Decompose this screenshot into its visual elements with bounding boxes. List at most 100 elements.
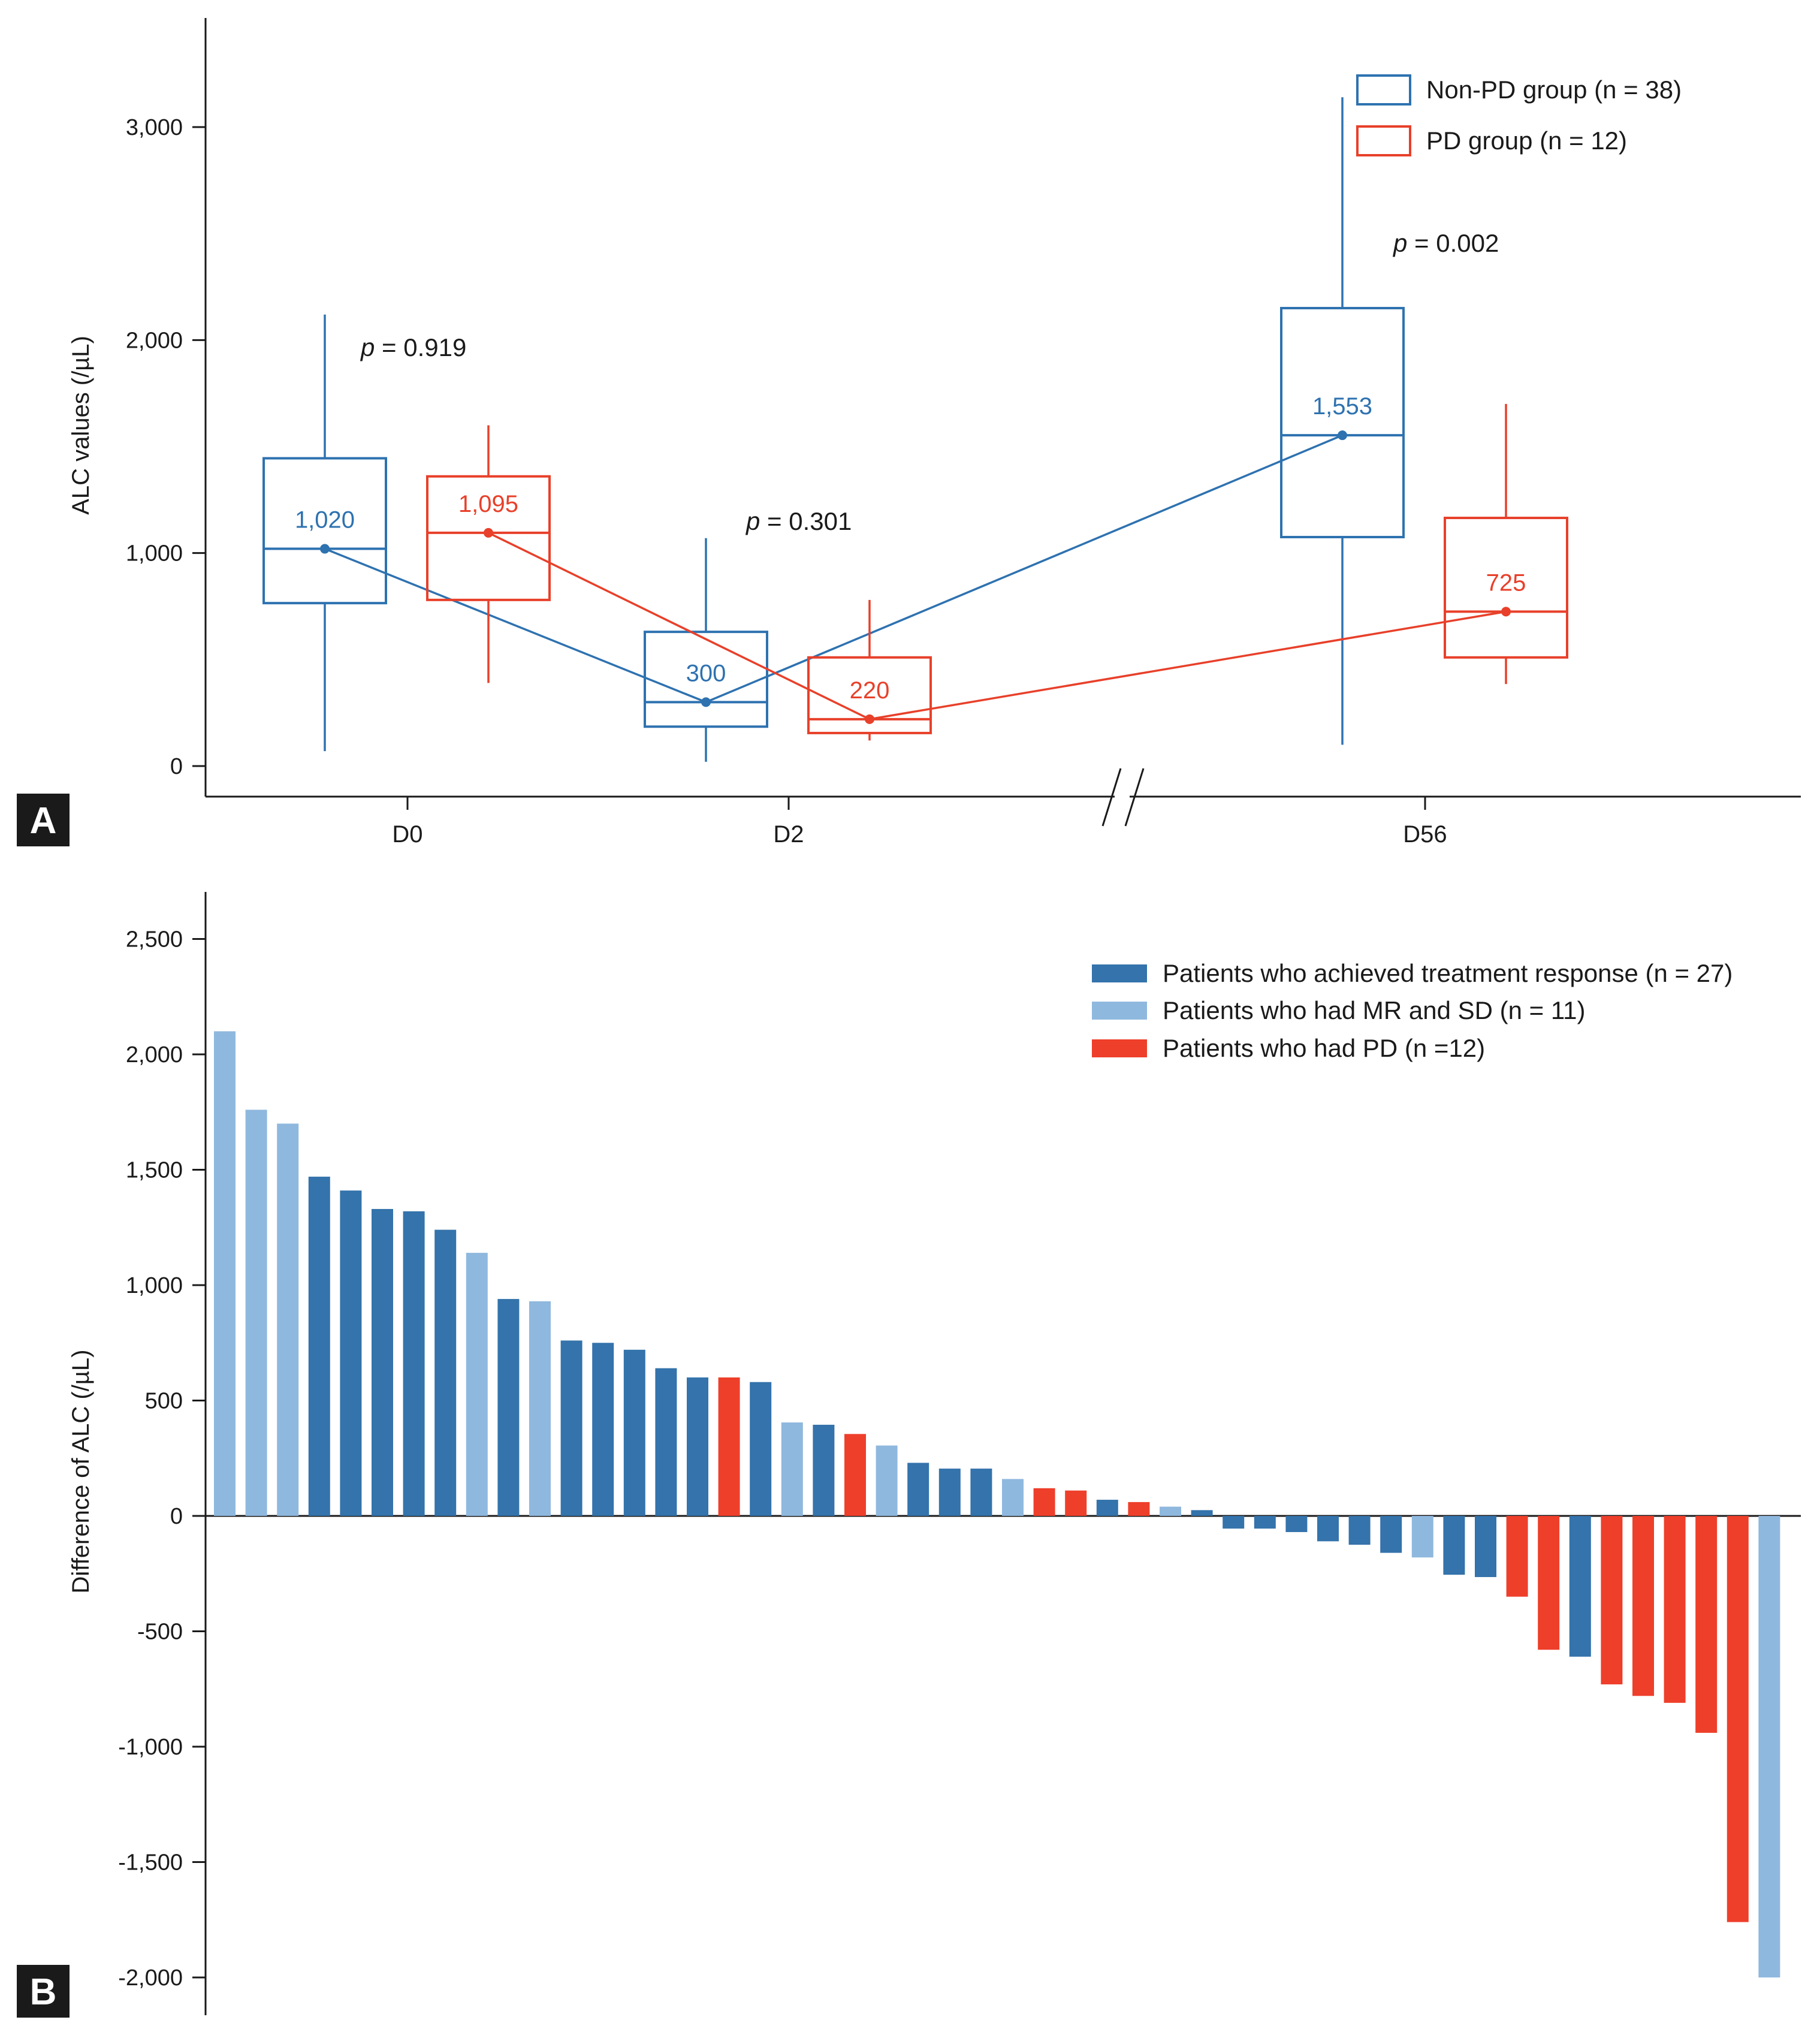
legend-swatch [1092,1039,1147,1057]
bar [623,1349,645,1516]
y-tick-label: -500 [137,1620,183,1645]
p-value-annotation: p = 0.919 [360,333,466,361]
median-point [1501,607,1511,617]
y-tick-label: -1,000 [118,1735,183,1760]
bar [970,1469,992,1516]
bar [655,1368,677,1516]
y-tick-label: 3,000 [126,115,183,140]
bar [1380,1516,1402,1553]
bar [876,1445,898,1516]
y-axis-title: ALC values (/µL) [68,336,94,515]
y-tick-label: 1,500 [126,1158,183,1183]
p-value-text: = 0.002 [1407,229,1499,257]
axis-break-mark [1124,768,1145,827]
legend-label: PD group (n = 12) [1426,126,1627,155]
bar [1128,1502,1150,1516]
bar [1601,1516,1623,1685]
median-point [701,697,711,707]
median-point [484,527,493,538]
x-tick-label: D56 [1403,821,1447,848]
median-point [865,714,874,724]
bar [718,1377,740,1516]
median-label: 300 [686,660,726,686]
bar [781,1422,803,1516]
y-axis-title: Difference of ALC (/µL) [68,1350,94,1594]
bar [1506,1516,1528,1597]
bar [308,1177,330,1516]
bar [1664,1516,1686,1703]
legend-label: Patients who had PD (n =12) [1163,1034,1485,1062]
y-tick-label: 2,000 [126,1042,183,1068]
bar [1254,1516,1276,1529]
bar [813,1424,835,1516]
bar [1223,1516,1245,1529]
legend-swatch [1092,1002,1147,1020]
bar [466,1253,488,1516]
axis-break-mark [1101,768,1122,827]
panel-badge [17,1965,70,2018]
median-label: 1,020 [295,507,355,533]
y-tick-label: -1,500 [118,1850,183,1876]
bar [1191,1510,1213,1516]
bar [1695,1516,1718,1733]
y-tick-label: 2,000 [126,328,183,353]
p-value-symbol: p [360,333,375,361]
legend-swatch [1356,125,1411,156]
bar [1002,1479,1024,1516]
bar [214,1031,236,1516]
p-value-text: = 0.919 [375,333,466,361]
bar [907,1463,929,1516]
p-value-symbol: p [745,507,760,535]
bar [938,1469,961,1516]
legend-label: Patients who had MR and SD (n = 11) [1163,996,1585,1024]
panel-b-waterfall-bar-chart: -2,000 -1,500 -1,000 -500 0 500 1,000 1,500 2,00… [17,892,1801,2018]
panel-letter: A [30,800,57,842]
p-value-annotation: p = 0.301 [745,507,852,535]
bar [1727,1516,1749,1922]
bar [1317,1516,1339,1542]
median-point [320,544,330,554]
y-tick-label: 0 [170,754,183,779]
box [1444,517,1568,659]
y-tick-label: -2,000 [118,1965,183,1991]
bar [1096,1500,1118,1516]
p-value-annotation: p = 0.002 [1392,229,1499,257]
bar [277,1123,299,1516]
bar [1033,1488,1055,1516]
median-trend-line [488,532,1507,720]
bar [1758,1516,1780,1977]
bar [1569,1516,1591,1657]
legend-label: Non-PD group (n = 38) [1426,76,1682,104]
bar [529,1301,551,1516]
bar [372,1208,393,1516]
bar [1285,1516,1308,1532]
y-tick-label: 500 [145,1389,183,1414]
bar [1475,1516,1496,1578]
x-tick-label: D0 [392,821,422,848]
y-tick-label: 2,500 [126,927,183,952]
bar [687,1377,708,1516]
x-tick-label: D2 [773,821,804,848]
bar [1538,1516,1560,1650]
median-point [1338,430,1347,441]
panel-badge [17,794,70,846]
legend-label: Patients who achieved treatment response… [1163,959,1733,987]
bar [1443,1516,1465,1575]
y-tick-label: 1,000 [126,1273,183,1298]
bar [497,1299,520,1516]
bar [245,1110,267,1516]
bar [1632,1516,1654,1696]
bar [560,1340,582,1516]
bar [1411,1516,1433,1558]
panel-a-boxplot: 0 1,000 2,000 3,000 ALC values (/µL) D0 D2 D56 1… [17,18,1801,848]
median-label: 1,553 [1312,393,1372,420]
legend-swatch [1356,74,1411,105]
box [1280,307,1405,539]
box [262,457,387,605]
box [426,475,551,601]
bar [1065,1490,1087,1516]
p-value-text: = 0.301 [760,507,852,535]
bar [844,1434,866,1516]
bar [434,1229,457,1516]
